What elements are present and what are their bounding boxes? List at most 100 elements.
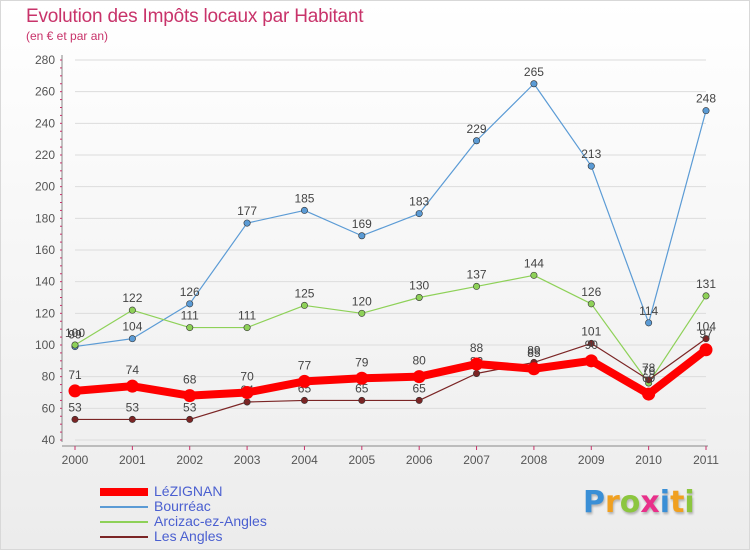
data-label: 144 [524, 256, 544, 270]
data-label: 265 [524, 65, 544, 79]
y-tick-label: 100 [35, 338, 55, 352]
data-label: 76 [642, 364, 656, 378]
legend-swatch [100, 488, 148, 496]
legend-label: Arcizac-ez-Angles [154, 513, 267, 529]
data-point [183, 389, 197, 403]
data-point [68, 384, 82, 398]
data-label: 126 [581, 285, 601, 299]
data-point [186, 324, 194, 332]
y-tick-label: 240 [35, 116, 55, 130]
y-tick-label: 40 [42, 433, 56, 447]
y-tick-label: 140 [35, 275, 55, 289]
x-tick-label: 2008 [521, 453, 548, 467]
data-label: 69 [642, 371, 656, 385]
y-tick-label: 120 [35, 306, 55, 320]
data-label: 100 [65, 326, 85, 340]
data-point [415, 293, 423, 301]
data-point [125, 379, 139, 393]
y-tick-label: 60 [42, 401, 56, 415]
legend-swatch [100, 506, 148, 508]
x-tick-label: 2006 [406, 453, 433, 467]
data-label: 114 [639, 304, 658, 318]
logo-letter: P [583, 485, 605, 520]
x-tick-label: 2003 [234, 453, 261, 467]
x-tick-label: 2002 [176, 453, 203, 467]
series-les-angles: 53535364656565828910178104 [68, 320, 716, 423]
data-label: 120 [352, 294, 372, 308]
data-point [240, 386, 254, 399]
data-point [587, 162, 595, 170]
data-label: 53 [126, 400, 140, 414]
data-label: 137 [467, 267, 487, 281]
data-label: 130 [409, 279, 429, 293]
data-point [530, 80, 538, 88]
y-tick-label: 260 [35, 85, 55, 99]
series-line [74, 274, 707, 384]
data-point [355, 371, 369, 385]
logo-letter: i [684, 485, 695, 520]
x-tick-label: 2004 [291, 453, 318, 467]
data-point [587, 339, 595, 347]
data-point [530, 271, 538, 279]
x-tick-label: 2007 [463, 453, 490, 467]
data-label: 71 [68, 368, 82, 382]
data-point [702, 292, 710, 300]
logo-letter: i [659, 485, 671, 520]
y-tick-label: 220 [35, 148, 55, 162]
data-point [297, 374, 311, 388]
data-point [473, 137, 481, 145]
series-line [75, 338, 707, 421]
data-label: 101 [581, 324, 601, 338]
legend-label: Les Angles [154, 528, 223, 544]
logo-letter: x [640, 485, 660, 520]
logo-letter: r [605, 485, 620, 520]
logo-letter: t [670, 485, 685, 520]
data-label: 70 [240, 370, 254, 384]
chart-title: Evolution des Impôts locaux par Habitant [26, 6, 364, 27]
legend-swatch [100, 536, 148, 538]
data-point [358, 309, 366, 317]
data-label: 122 [122, 291, 142, 305]
data-label: 74 [126, 363, 140, 377]
y-tick-label: 80 [42, 370, 56, 384]
data-point [358, 396, 366, 404]
data-point [128, 335, 136, 343]
data-point [128, 415, 136, 423]
x-tick-label: 2001 [119, 453, 146, 467]
data-label: 248 [696, 92, 716, 106]
data-point [300, 206, 308, 214]
data-point [587, 300, 595, 308]
legend-label: Bourréac [154, 498, 211, 514]
data-point [642, 387, 656, 401]
x-tick-label: 2009 [578, 453, 605, 467]
legend-swatch [100, 521, 148, 523]
series-l-zignan: 71 74 68 70 77 79 80 88 85 90 69 97 [68, 327, 713, 403]
data-label: 229 [467, 122, 487, 136]
data-label: 53 [68, 400, 82, 414]
data-label: 78 [642, 361, 656, 375]
data-label: 185 [294, 191, 314, 205]
data-point [470, 357, 484, 371]
series-line [74, 83, 707, 348]
data-point [243, 219, 251, 227]
series-line [74, 346, 709, 400]
data-label: 183 [409, 195, 429, 209]
data-point [128, 306, 136, 314]
y-tick-label: 160 [35, 243, 55, 257]
data-label: 85 [527, 346, 541, 360]
data-point [415, 210, 423, 218]
chart-subtitle: (en € et par an) [26, 29, 109, 43]
data-point [300, 301, 308, 309]
data-label: 90 [585, 338, 599, 352]
data-label: 104 [696, 320, 716, 334]
data-label: 125 [294, 286, 314, 300]
data-label: 97 [699, 327, 713, 341]
data-point [412, 370, 426, 384]
x-tick-label: 2005 [348, 453, 375, 467]
data-label: 88 [470, 341, 484, 355]
series-bourr-ac: 99 104 126 177 185 169 183 229 265 213 114 248 [68, 65, 716, 351]
data-point [473, 282, 481, 290]
data-point [699, 343, 713, 357]
data-point [702, 335, 710, 343]
